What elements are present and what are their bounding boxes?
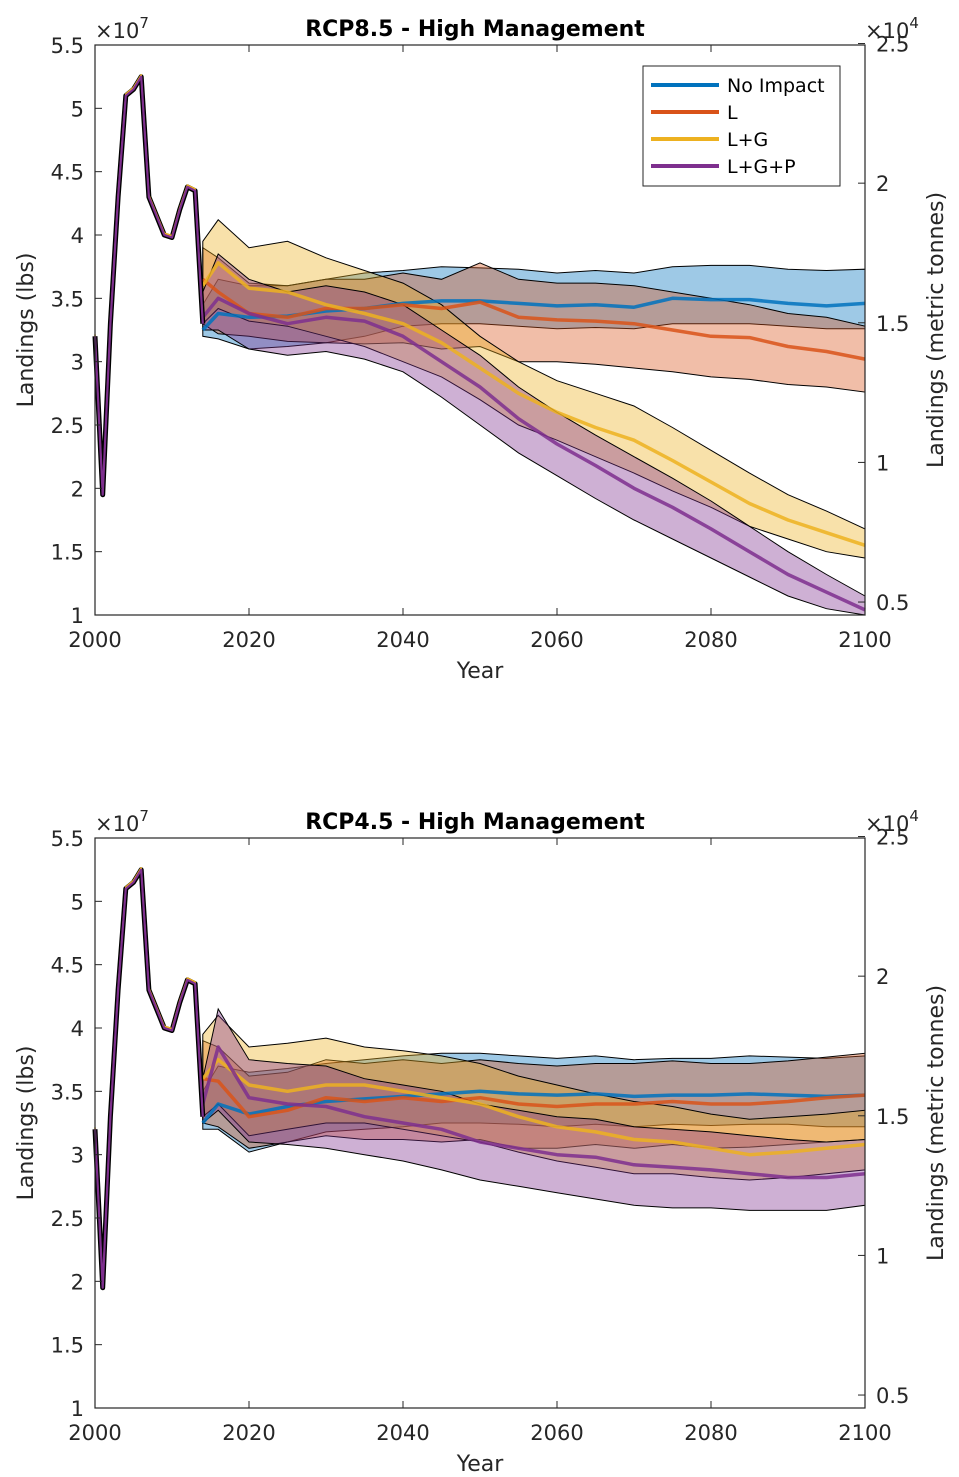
legend: No Impact L L+G L+G+P <box>642 65 841 187</box>
y-right-exponent-base: ×10 <box>865 19 909 43</box>
y-right-axis-label: Landings (metric tonnes) <box>924 985 949 1261</box>
y-exponent-power: 7 <box>139 14 149 32</box>
x-tick-label: 2100 <box>838 1421 891 1445</box>
y-tick-label: 4.5 <box>51 161 84 185</box>
y-tick-label: 1.5 <box>51 541 84 565</box>
legend-label: L <box>727 102 738 124</box>
y-right-tick-label: 0.5 <box>876 1384 909 1408</box>
y-tick-label: 2 <box>71 1270 84 1294</box>
y-axis-left: 1 1.5 2 2.5 3 3.5 4 4.5 5 5.5 Landings (lbs) ×107 <box>14 807 149 1421</box>
chart-panel-2: 2000 2020 2040 2060 2080 2100 Year 1 1.5 2 2.5 3 3.5… <box>14 807 949 1477</box>
y-right-exponent-power: 4 <box>909 807 919 825</box>
y-tick-label: 4 <box>71 1017 84 1041</box>
y-right-tick-label: 2 <box>876 965 889 989</box>
x-tick-label: 2060 <box>530 1421 583 1445</box>
y-tick-label: 3 <box>71 351 84 375</box>
x-tick-label: 2040 <box>376 1421 429 1445</box>
y-tick-label: 1 <box>71 1397 84 1421</box>
y-tick-label: 5.5 <box>51 34 84 58</box>
x-tick-label: 2020 <box>222 1421 275 1445</box>
y-right-tick-label: 1.5 <box>876 1105 909 1129</box>
y-axis-right: 0.5 1 1.5 2 2.5 Landings (metric tonnes) ×104 <box>858 14 949 615</box>
mean-line-l-g <box>201 1057 866 1157</box>
y-axis-left: 1 1.5 2 2.5 3 3.5 4 4.5 5 5.5 Landings (lbs) ×107 <box>14 14 149 628</box>
chart-panel-1: 2000 2020 2040 2060 2080 2100 Year 1 1.5 2 2.5 3 3.5… <box>14 14 949 684</box>
x-tick-label: 2080 <box>684 1421 737 1445</box>
y-right-tick-label: 2.5 <box>876 826 909 850</box>
y-right-tick-label: 0.5 <box>876 591 909 615</box>
x-axis: 2000 2020 2040 2060 2080 2100 Year <box>68 45 892 684</box>
historical-line <box>93 868 204 1289</box>
y-tick-label: 1 <box>71 604 84 628</box>
x-tick-label: 2100 <box>838 628 891 652</box>
x-axis-label: Year <box>456 1452 505 1477</box>
x-tick-label: 2000 <box>68 1421 121 1445</box>
y-right-exponent-power: 4 <box>909 14 919 32</box>
y-tick-label: 4 <box>71 224 84 248</box>
x-tick-label: 2000 <box>68 628 121 652</box>
y-axis-label: Landings (lbs) <box>14 253 39 408</box>
x-tick-label: 2020 <box>222 628 275 652</box>
x-axis: 2000 2020 2040 2060 2080 2100 Year <box>68 838 892 1477</box>
legend-label: L+G+P <box>727 156 796 178</box>
y-axis-right: 0.5 1 1.5 2 2.5 Landings (metric tonnes) ×104 <box>858 807 949 1408</box>
y-tick-label: 3.5 <box>51 1080 84 1104</box>
legend-label: No Impact <box>727 75 825 97</box>
y-tick-label: 3 <box>71 1144 84 1168</box>
y-tick-label: 1.5 <box>51 1334 84 1358</box>
y-right-tick-label: 1 <box>876 1244 889 1268</box>
y-right-tick-label: 2 <box>876 172 889 196</box>
y-tick-label: 5.5 <box>51 827 84 851</box>
chart-title: RCP8.5 - High Management <box>305 17 645 42</box>
y-right-axis-label: Landings (metric tonnes) <box>924 192 949 468</box>
y-exponent-base: ×10 <box>95 812 139 836</box>
mean-line-l-g-p <box>201 296 866 612</box>
y-tick-label: 3.5 <box>51 287 84 311</box>
y-right-exponent-base: ×10 <box>865 812 909 836</box>
axes-box <box>94 837 866 1409</box>
historical-line <box>93 75 204 496</box>
y-axis-label: Landings (lbs) <box>14 1046 39 1201</box>
x-tick-label: 2060 <box>530 628 583 652</box>
y-tick-label: 2.5 <box>51 414 84 438</box>
y-right-exponent-label: ×104 <box>865 807 919 836</box>
x-axis-label: Year <box>456 659 505 684</box>
mean-line-l <box>201 277 866 361</box>
axes-box <box>94 44 866 616</box>
x-tick-label: 2040 <box>376 628 429 652</box>
mean-line-no-impact <box>201 1089 866 1125</box>
mean-line-l-g-p <box>201 1045 866 1180</box>
mean-line-l-g <box>201 261 866 547</box>
y-right-tick-label: 1 <box>876 451 889 475</box>
y-right-tick-label: 2.5 <box>876 33 909 57</box>
chart-title: RCP4.5 - High Management <box>305 810 645 835</box>
y-right-exponent-label: ×104 <box>865 14 919 43</box>
y-tick-label: 2.5 <box>51 1207 84 1231</box>
y-tick-label: 5 <box>71 890 84 914</box>
y-exponent-power: 7 <box>139 807 149 825</box>
y-exponent-base: ×10 <box>95 19 139 43</box>
x-tick-label: 2080 <box>684 628 737 652</box>
y-tick-label: 4.5 <box>51 954 84 978</box>
data-layer <box>92 74 866 616</box>
y-right-tick-label: 1.5 <box>876 312 909 336</box>
y-exponent-label: ×107 <box>95 14 149 43</box>
mean-line-l <box>202 1076 866 1119</box>
y-tick-label: 2 <box>71 477 84 501</box>
legend-label: L+G <box>727 129 768 151</box>
y-exponent-label: ×107 <box>95 807 149 836</box>
y-tick-label: 5 <box>71 97 84 121</box>
